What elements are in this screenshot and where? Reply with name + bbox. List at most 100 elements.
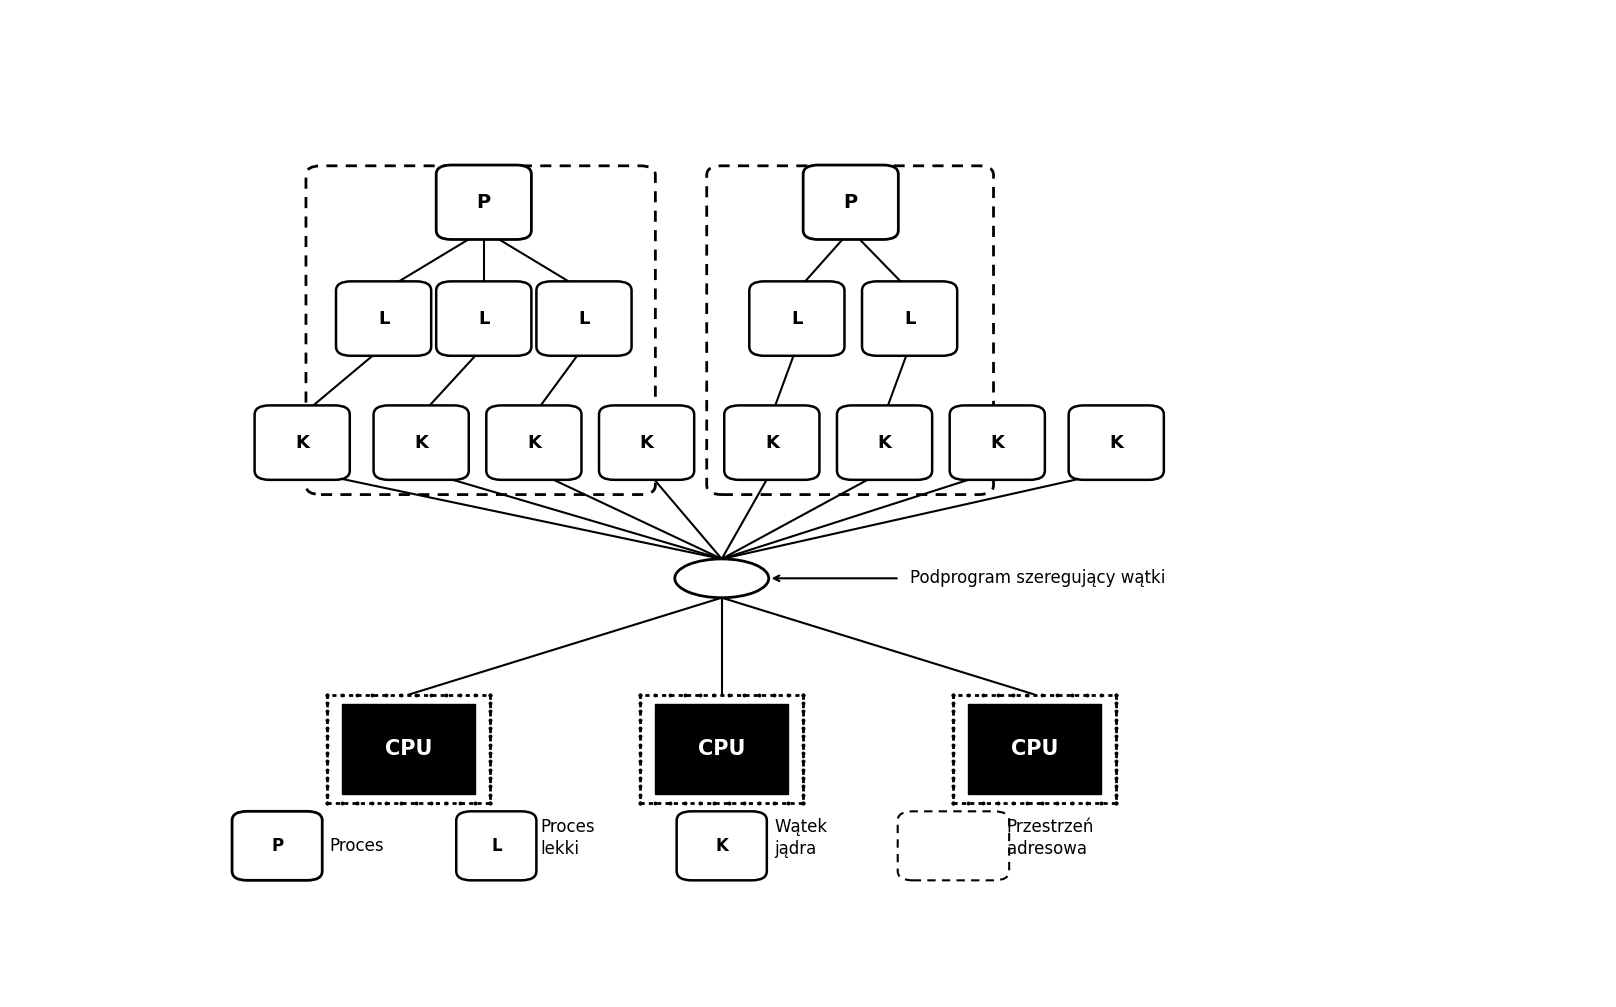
FancyBboxPatch shape	[656, 704, 789, 794]
Point	[941, 728, 966, 744]
Point	[1104, 737, 1130, 753]
Point	[477, 796, 503, 812]
FancyBboxPatch shape	[950, 406, 1046, 480]
Point	[314, 796, 341, 812]
Point	[1104, 687, 1130, 703]
Point	[1104, 745, 1130, 761]
Point	[1104, 753, 1130, 769]
FancyBboxPatch shape	[803, 165, 898, 240]
Point	[388, 687, 414, 703]
Point	[419, 687, 444, 703]
Point	[477, 703, 503, 719]
Point	[477, 753, 503, 769]
Point	[941, 770, 966, 786]
Point	[790, 695, 816, 711]
FancyBboxPatch shape	[436, 165, 532, 240]
Point	[642, 687, 667, 703]
Point	[627, 720, 653, 736]
Text: K: K	[414, 434, 428, 451]
Point	[1073, 796, 1099, 812]
Point	[462, 687, 488, 703]
Point	[627, 778, 653, 795]
Point	[477, 786, 503, 803]
Point	[627, 761, 653, 777]
Text: L: L	[579, 309, 590, 327]
Point	[344, 687, 370, 703]
Point	[627, 687, 653, 703]
FancyBboxPatch shape	[677, 812, 768, 880]
Text: L: L	[903, 309, 915, 327]
FancyBboxPatch shape	[486, 406, 582, 480]
FancyBboxPatch shape	[326, 695, 490, 804]
FancyBboxPatch shape	[837, 406, 932, 480]
Point	[687, 687, 713, 703]
Point	[1044, 796, 1070, 812]
Point	[790, 737, 816, 753]
Point	[314, 712, 341, 728]
Point	[462, 796, 488, 812]
Point	[1089, 796, 1115, 812]
Text: L: L	[478, 309, 490, 327]
Point	[627, 745, 653, 761]
FancyBboxPatch shape	[255, 406, 349, 480]
Point	[1015, 687, 1041, 703]
Point	[477, 695, 503, 711]
FancyBboxPatch shape	[1068, 406, 1164, 480]
Point	[1104, 796, 1130, 812]
Point	[627, 737, 653, 753]
Point	[701, 796, 727, 812]
Point	[627, 703, 653, 719]
Point	[433, 687, 459, 703]
FancyBboxPatch shape	[456, 812, 537, 880]
Text: L: L	[491, 837, 501, 855]
Point	[1000, 796, 1026, 812]
Point	[1104, 712, 1130, 728]
Point	[790, 778, 816, 795]
Point	[330, 687, 356, 703]
Point	[658, 796, 684, 812]
Text: Proces
lekki: Proces lekki	[540, 818, 595, 858]
Point	[790, 728, 816, 744]
Text: K: K	[296, 434, 309, 451]
Point	[1104, 720, 1130, 736]
FancyBboxPatch shape	[640, 695, 803, 804]
Point	[314, 737, 341, 753]
Point	[790, 712, 816, 728]
FancyBboxPatch shape	[600, 406, 695, 480]
Point	[314, 703, 341, 719]
Point	[1000, 687, 1026, 703]
Point	[1104, 786, 1130, 803]
FancyBboxPatch shape	[537, 281, 632, 355]
Text: Proces: Proces	[330, 837, 385, 855]
Point	[402, 687, 428, 703]
Point	[448, 796, 473, 812]
Point	[477, 796, 503, 812]
Point	[314, 745, 341, 761]
Point	[477, 687, 503, 703]
Point	[941, 745, 966, 761]
Point	[627, 796, 653, 812]
Point	[941, 778, 966, 795]
Point	[1104, 796, 1130, 812]
Point	[627, 728, 653, 744]
Point	[941, 796, 966, 812]
Point	[1044, 687, 1070, 703]
Point	[1058, 796, 1084, 812]
Point	[1104, 703, 1130, 719]
Point	[790, 761, 816, 777]
FancyBboxPatch shape	[336, 281, 431, 355]
Point	[627, 753, 653, 769]
Point	[776, 796, 802, 812]
Point	[359, 796, 385, 812]
Point	[730, 687, 756, 703]
Point	[970, 796, 995, 812]
FancyBboxPatch shape	[233, 812, 322, 880]
FancyBboxPatch shape	[343, 704, 475, 794]
FancyBboxPatch shape	[953, 695, 1117, 804]
Point	[627, 712, 653, 728]
Text: K: K	[527, 434, 541, 451]
Point	[790, 687, 816, 703]
Point	[941, 712, 966, 728]
Point	[314, 786, 341, 803]
Point	[1058, 687, 1084, 703]
